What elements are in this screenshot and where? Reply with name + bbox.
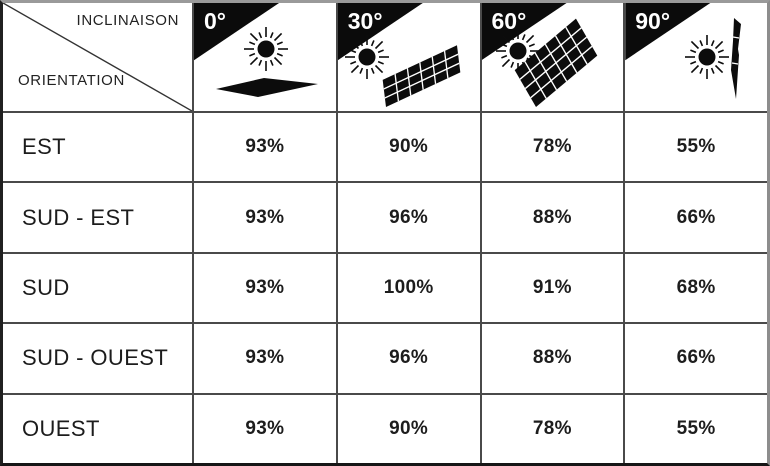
row-label-ouest: OUEST <box>3 394 192 463</box>
header-cell-90deg: 90° <box>625 3 767 111</box>
value-sud-est-30: 96% <box>337 183 480 252</box>
value-est-60: 78% <box>481 113 624 182</box>
header-cell-0deg: 0° <box>194 3 336 111</box>
value-ouest-90: 55% <box>625 394 767 463</box>
header-cell-30deg: 30° <box>337 3 480 111</box>
row-label-sud-ouest: SUD - OUEST <box>3 324 192 393</box>
value-est-30: 90% <box>337 113 480 182</box>
value-sud-ouest-30: 96% <box>337 324 480 393</box>
diagonal-divider-line <box>3 3 192 111</box>
value-sud-est-60: 88% <box>481 183 624 252</box>
value-sud-0: 93% <box>194 253 336 323</box>
corner-header-cell: INCLINAISON ORIENTATION <box>3 3 192 111</box>
angle-label-0deg: 0° <box>204 8 226 34</box>
angle-label-90deg: 90° <box>635 8 671 34</box>
value-sud-ouest-0: 93% <box>194 324 336 393</box>
sun-and-tilted-panel-30-icon <box>343 34 461 107</box>
sun-and-vertical-panel-icon <box>684 18 742 99</box>
value-ouest-60: 78% <box>481 394 624 463</box>
value-est-90: 55% <box>625 113 767 182</box>
sun-and-tilted-panel-60-icon <box>494 18 597 107</box>
value-sud-ouest-90: 66% <box>625 324 767 393</box>
angle-label-30deg: 30° <box>347 8 383 34</box>
value-sud-ouest-60: 88% <box>481 324 624 393</box>
value-sud-est-0: 93% <box>194 183 336 252</box>
angle-label-60deg: 60° <box>491 8 527 34</box>
value-ouest-0: 93% <box>194 394 336 463</box>
value-sud-90: 68% <box>625 253 767 323</box>
orientation-axis-label: ORIENTATION <box>18 72 125 89</box>
row-label-est: EST <box>3 113 192 182</box>
value-sud-est-90: 66% <box>625 183 767 252</box>
header-cell-60deg: 60° <box>481 3 624 111</box>
row-label-sud: SUD <box>3 253 192 323</box>
value-ouest-30: 90% <box>337 394 480 463</box>
inclination-axis-label: INCLINAISON <box>76 12 179 29</box>
row-label-sud-est: SUD - EST <box>3 183 192 252</box>
sun-over-flat-panel-icon <box>216 26 318 97</box>
value-sud-60: 91% <box>481 253 624 323</box>
value-est-0: 93% <box>194 113 336 182</box>
value-sud-30: 100% <box>337 253 480 323</box>
